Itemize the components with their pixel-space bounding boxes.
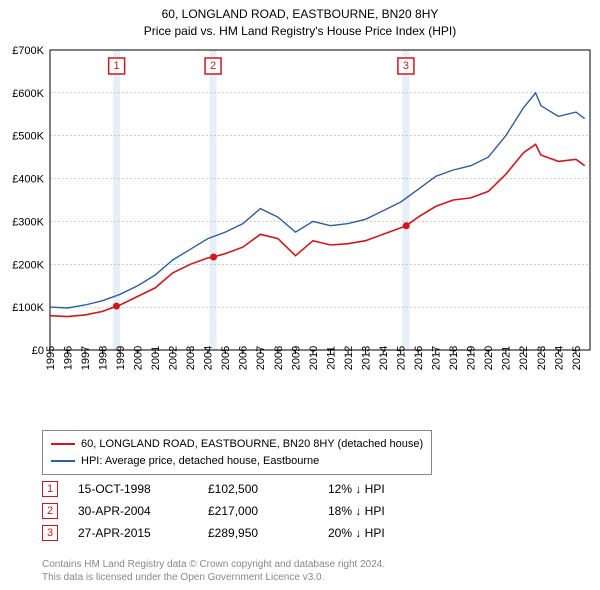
svg-text:£0: £0: [32, 345, 44, 357]
svg-text:2008: 2008: [273, 346, 285, 370]
svg-text:2009: 2009: [290, 346, 302, 370]
svg-text:2012: 2012: [343, 346, 355, 370]
svg-text:1997: 1997: [80, 346, 92, 370]
svg-text:2013: 2013: [360, 346, 372, 370]
sale-date: 27-APR-2015: [78, 526, 208, 540]
legend-label: HPI: Average price, detached house, East…: [81, 453, 319, 470]
sale-price: £102,500: [208, 482, 328, 496]
legend: 60, LONGLAND ROAD, EASTBOURNE, BN20 8HY …: [42, 430, 432, 475]
svg-text:£100K: £100K: [12, 302, 44, 314]
line-chart: £0 £100K £200K £300K £400K £500K £600K £700K 199…: [0, 40, 600, 420]
sale-date: 30-APR-2004: [78, 504, 208, 518]
svg-text:2003: 2003: [185, 346, 197, 370]
svg-text:2023: 2023: [536, 346, 548, 370]
legend-row-hpi: HPI: Average price, detached house, East…: [51, 453, 423, 470]
sale-marker-3: 3: [42, 525, 58, 541]
svg-text:2014: 2014: [378, 346, 390, 370]
svg-text:£200K: £200K: [12, 259, 44, 271]
title-subtitle: Price paid vs. HM Land Registry's House …: [0, 23, 600, 40]
svg-text:£400K: £400K: [12, 174, 44, 186]
svg-text:2010: 2010: [308, 346, 320, 370]
sale-delta: 20% ↓ HPI: [328, 526, 448, 540]
svg-text:2021: 2021: [501, 346, 513, 370]
svg-text:1999: 1999: [115, 346, 127, 370]
chart-header: 60, LONGLAND ROAD, EASTBOURNE, BN20 8HY …: [0, 0, 600, 40]
footer-line: Contains HM Land Registry data © Crown c…: [42, 558, 385, 571]
svg-text:2015: 2015: [395, 346, 407, 370]
svg-text:2007: 2007: [255, 346, 267, 370]
svg-text:3: 3: [403, 60, 409, 72]
sale-price: £289,950: [208, 526, 328, 540]
legend-row-property: 60, LONGLAND ROAD, EASTBOURNE, BN20 8HY …: [51, 436, 423, 453]
svg-text:2016: 2016: [413, 346, 425, 370]
svg-text:2002: 2002: [168, 346, 180, 370]
svg-text:£300K: £300K: [12, 216, 44, 228]
title-address: 60, LONGLAND ROAD, EASTBOURNE, BN20 8HY: [0, 6, 600, 23]
svg-text:1998: 1998: [97, 346, 109, 370]
svg-text:2018: 2018: [448, 346, 460, 370]
sales-row: 1 15-OCT-1998 £102,500 12% ↓ HPI: [42, 478, 448, 500]
sale-delta: 12% ↓ HPI: [328, 482, 448, 496]
svg-text:2024: 2024: [553, 346, 565, 370]
svg-text:£600K: £600K: [12, 88, 44, 100]
sale-date: 15-OCT-1998: [78, 482, 208, 496]
footer-line: This data is licensed under the Open Gov…: [42, 571, 385, 584]
svg-text:2001: 2001: [150, 346, 162, 370]
svg-text:1996: 1996: [62, 346, 74, 370]
svg-text:2000: 2000: [133, 346, 145, 370]
legend-swatch: [51, 443, 75, 445]
sale-marker-2: 2: [42, 503, 58, 519]
svg-text:2004: 2004: [203, 346, 215, 370]
legend-swatch: [51, 460, 75, 462]
svg-text:2020: 2020: [483, 346, 495, 370]
sales-table: 1 15-OCT-1998 £102,500 12% ↓ HPI 2 30-AP…: [42, 478, 448, 544]
svg-text:2011: 2011: [325, 346, 337, 370]
sale-marker-1: 1: [42, 481, 58, 497]
sale-price: £217,000: [208, 504, 328, 518]
svg-text:2006: 2006: [238, 346, 250, 370]
svg-text:2019: 2019: [466, 346, 478, 370]
svg-text:2025: 2025: [571, 346, 583, 370]
sale-delta: 18% ↓ HPI: [328, 504, 448, 518]
legend-label: 60, LONGLAND ROAD, EASTBOURNE, BN20 8HY …: [81, 436, 423, 453]
svg-text:£700K: £700K: [12, 45, 44, 57]
svg-text:2022: 2022: [518, 346, 530, 370]
footer-attribution: Contains HM Land Registry data © Crown c…: [42, 558, 385, 584]
svg-text:1995: 1995: [45, 346, 57, 370]
svg-text:2005: 2005: [220, 346, 232, 370]
sales-row: 3 27-APR-2015 £289,950 20% ↓ HPI: [42, 522, 448, 544]
chart-area: £0 £100K £200K £300K £400K £500K £600K £700K 199…: [0, 40, 600, 420]
svg-text:2: 2: [210, 60, 216, 72]
svg-text:£500K: £500K: [12, 131, 44, 143]
svg-text:1: 1: [114, 60, 120, 72]
sales-row: 2 30-APR-2004 £217,000 18% ↓ HPI: [42, 500, 448, 522]
svg-text:2017: 2017: [431, 346, 443, 370]
